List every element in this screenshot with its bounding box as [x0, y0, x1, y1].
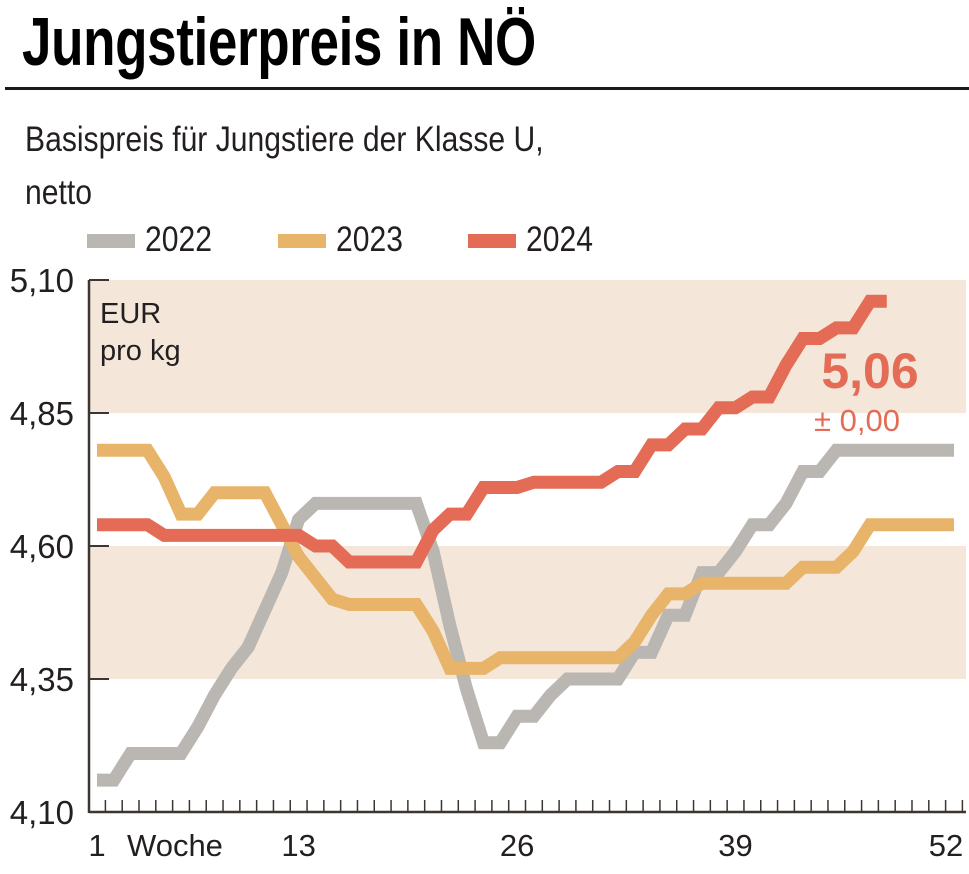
- y-tick-label: 4,85: [10, 395, 74, 432]
- legend-swatch-2023: [278, 234, 326, 248]
- y-tick-label: 4,35: [10, 661, 74, 698]
- title-divider: [5, 87, 969, 90]
- legend-label-2022: 2022: [145, 220, 212, 259]
- unit-label: EUR pro kg: [100, 298, 181, 367]
- y-tick-label: 4,60: [10, 528, 74, 565]
- chart-legend: 2022 2023 2024: [0, 220, 969, 262]
- series-lines: [97, 294, 954, 787]
- x-tick-label: 52: [929, 828, 963, 863]
- series-line-2022: [97, 443, 954, 787]
- latest-change: ± 0,00: [814, 403, 900, 438]
- legend-label-2024: 2024: [526, 220, 593, 259]
- subtitle-line-1: Basispreis für Jungstiere der Klasse U,: [25, 120, 544, 159]
- page-title: Jungstierpreis in NÖ: [22, 4, 536, 80]
- chart-subtitle: Basispreis für Jungstiere der Klasse U, …: [25, 113, 544, 219]
- y-axis-tick-labels: 4,10 4,35 4,60 4,85 5,10: [10, 262, 74, 831]
- x-tick-label: 13: [281, 828, 315, 863]
- band-1: [89, 280, 966, 413]
- latest-value-annotation: 5,06 ± 0,00: [814, 343, 919, 438]
- series-line-2024: [97, 294, 887, 569]
- x-tick-label: 26: [500, 828, 534, 863]
- legend-swatch-2024: [468, 234, 516, 248]
- x-axis-label: Woche: [127, 828, 223, 863]
- x-tick-label: 1: [88, 828, 105, 863]
- x-tick-label: 39: [718, 828, 752, 863]
- series-line-2023: [97, 443, 954, 675]
- y-tick-label: 4,10: [10, 794, 74, 831]
- x-axis-tick-labels: 1 13 26 39 52: [88, 828, 963, 863]
- legend-swatch-2022: [87, 234, 135, 248]
- axes: [87, 279, 966, 814]
- unit-label-line-1: EUR: [100, 298, 161, 330]
- legend-label-2023: 2023: [336, 220, 403, 259]
- y-tick-label: 5,10: [10, 262, 74, 299]
- latest-value: 5,06: [821, 343, 918, 399]
- subtitle-line-2: netto: [25, 173, 92, 212]
- unit-label-line-2: pro kg: [100, 335, 181, 367]
